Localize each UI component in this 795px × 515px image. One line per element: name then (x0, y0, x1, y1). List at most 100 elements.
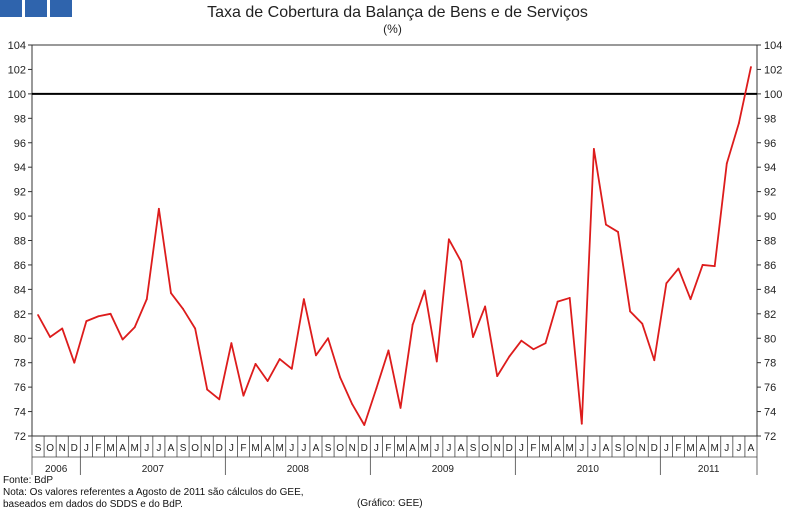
y-tick-label-right: 90 (764, 211, 776, 223)
data-point (194, 327, 197, 330)
x-tick-label: F (240, 443, 246, 454)
logo (0, 0, 72, 17)
x-tick-label: N (349, 443, 356, 454)
y-tick-label-left: 84 (14, 284, 26, 296)
y-tick-label-left: 78 (14, 358, 26, 370)
x-tick-label: N (494, 443, 501, 454)
data-point (460, 260, 462, 263)
y-tick-label-right: 96 (764, 138, 776, 150)
logo-block (50, 0, 72, 17)
data-point (411, 323, 414, 326)
x-tick-label: D (71, 443, 78, 454)
y-tick-label-right: 72 (764, 431, 776, 443)
series-line (37, 66, 752, 426)
x-tick-label: J (591, 443, 596, 454)
x-tick-label: O (481, 443, 489, 454)
data-point (254, 363, 257, 365)
y-tick-label-right: 102 (764, 64, 782, 76)
x-tick-label: S (180, 443, 187, 454)
data-point (508, 355, 511, 358)
data-point (447, 238, 450, 241)
data-point (496, 375, 499, 378)
x-tick-label: A (119, 443, 126, 454)
x-tick-label: J (156, 443, 161, 454)
data-point (750, 66, 752, 68)
x-tick-label: O (46, 443, 54, 454)
x-tick-label: J (144, 443, 149, 454)
footnote-line-2: baseados em dados do SDDS e do BdP. (3, 499, 183, 510)
logo-block (25, 0, 47, 17)
x-tick-label: M (396, 443, 404, 454)
data-point (532, 348, 535, 351)
x-tick-label: M (686, 443, 694, 454)
data-point (484, 305, 487, 308)
data-point (387, 349, 390, 352)
data-point (713, 265, 716, 268)
data-point (109, 312, 112, 315)
y-tick-label-left: 88 (14, 236, 26, 248)
data-point (290, 367, 293, 370)
x-tick-label: A (603, 443, 610, 454)
chart-title: Taxa de Cobertura da Balança de Bens e d… (207, 4, 588, 21)
data-point (520, 339, 523, 342)
x-tick-label: J (84, 443, 89, 454)
year-label: 2006 (45, 464, 68, 475)
x-tick-label: M (131, 443, 139, 454)
x-tick-label: J (446, 443, 451, 454)
data-point (230, 342, 233, 345)
data-point (556, 300, 559, 303)
data-point (568, 297, 571, 299)
y-tick-label-right: 74 (764, 407, 776, 419)
x-tick-label: J (579, 443, 584, 454)
data-point (182, 308, 184, 310)
x-tick-label: M (276, 443, 284, 454)
x-tick-label: A (168, 443, 175, 454)
chart-subtitle: (%) (383, 22, 402, 36)
data-point (49, 336, 52, 338)
data-point (61, 327, 64, 330)
data-point (701, 264, 704, 266)
x-tick-label: S (470, 443, 477, 454)
x-tick-label: N (204, 443, 211, 454)
data-point (206, 388, 209, 391)
y-tick-label-right: 92 (764, 187, 776, 199)
x-tick-label: J (736, 443, 741, 454)
x-tick-label: M (106, 443, 114, 454)
logo-block (0, 0, 22, 17)
y-tick-label-left: 80 (14, 333, 26, 345)
data-point (37, 314, 39, 316)
x-tick-label: O (191, 443, 199, 454)
data-point (218, 398, 221, 401)
y-tick-label-right: 86 (764, 260, 776, 272)
x-tick-label: M (566, 443, 574, 454)
y-tick-label-right: 78 (764, 358, 776, 370)
data-point (157, 207, 160, 210)
data-point (472, 336, 474, 338)
data-point (327, 337, 329, 340)
x-tick-label: A (313, 443, 320, 454)
y-tick-label-right: 100 (764, 89, 782, 101)
y-tick-label-right: 98 (764, 113, 776, 125)
data-point (641, 322, 644, 325)
data-point (302, 298, 305, 301)
x-tick-label: J (664, 443, 669, 454)
data-point (605, 223, 607, 226)
x-tick-label: J (229, 443, 234, 454)
year-label: 2008 (287, 464, 310, 475)
data-point (145, 298, 148, 301)
x-tick-label: D (216, 443, 223, 454)
x-tick-label: A (554, 443, 561, 454)
y-tick-label-left: 94 (14, 162, 26, 174)
chart-credit: (Gráfico: GEE) (357, 498, 423, 509)
data-point (133, 326, 136, 329)
x-tick-label: J (519, 443, 524, 454)
y-tick-label-left: 92 (14, 187, 26, 199)
x-tick-label: S (615, 443, 622, 454)
data-point (266, 380, 269, 382)
data-point (592, 147, 595, 150)
y-tick-label-left: 104 (8, 40, 26, 52)
x-tick-label: A (699, 443, 706, 454)
y-tick-label-left: 74 (14, 407, 26, 419)
year-label: 2011 (698, 464, 720, 475)
